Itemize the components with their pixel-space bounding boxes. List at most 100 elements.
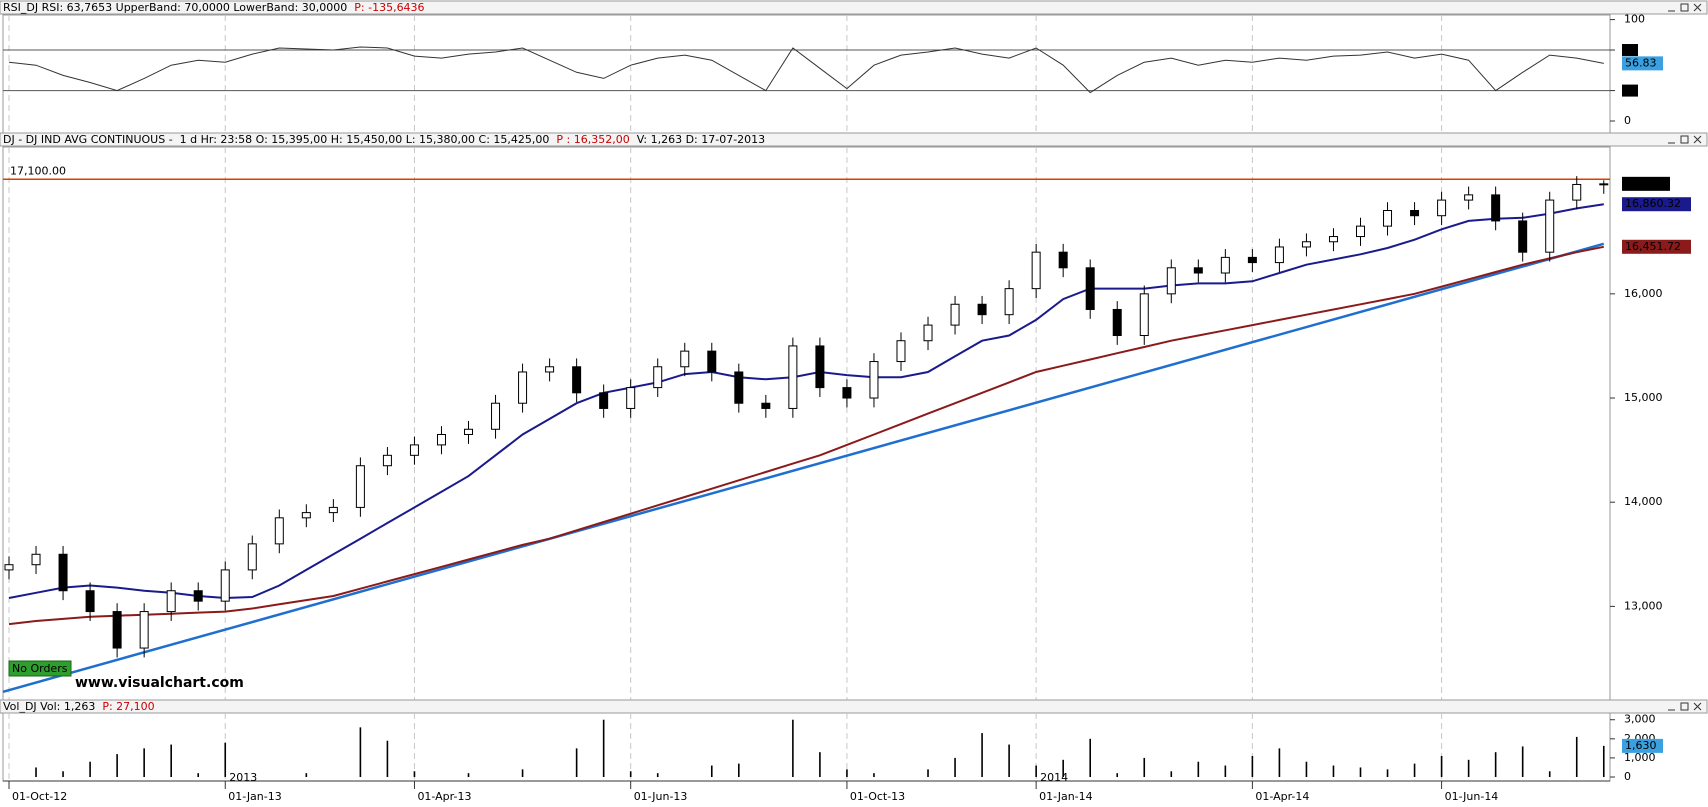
- candle-body: [1004, 288, 1014, 316]
- volume-bar: [1062, 759, 1064, 777]
- last-value-label: 16,451.72: [1625, 240, 1681, 253]
- year-label: 2014: [1040, 771, 1068, 784]
- last-value-label: 1,630: [1625, 739, 1657, 752]
- candle-body: [788, 345, 798, 409]
- candle-body: [58, 553, 68, 592]
- watermark: www.visualchart.com: [75, 675, 244, 691]
- volume-bar: [1251, 756, 1254, 777]
- candle-body: [977, 303, 987, 316]
- volume-bar: [1035, 765, 1037, 777]
- x-tick-label: 01-Apr-14: [1255, 790, 1309, 803]
- panel-header: [0, 699, 1708, 714]
- volume-bar: [629, 771, 632, 777]
- candle-body: [31, 553, 41, 566]
- volume-bar: [873, 773, 875, 777]
- candle-body: [1220, 256, 1230, 274]
- last-value-label: 16,860.32: [1625, 197, 1681, 210]
- volume-bar: [981, 733, 983, 777]
- candle-body: [734, 371, 744, 404]
- candle-body: [355, 465, 365, 508]
- volume-bar: [1521, 746, 1524, 777]
- candle-body: [1437, 199, 1447, 217]
- trend-line: [2, 242, 1605, 693]
- candle-body: [1545, 199, 1555, 253]
- header-segment: V: 1,263 D: 17-07-2013: [637, 133, 765, 146]
- volume-bar: [1494, 752, 1497, 777]
- header-segment: RSI_DJ RSI: 63,7653 UpperBand: 70,0000 L…: [3, 1, 347, 14]
- candle-body: [139, 611, 149, 649]
- x-tick-label: 01-Apr-13: [417, 790, 471, 803]
- candle-body: [1518, 220, 1528, 253]
- volume-bar: [710, 765, 713, 777]
- candle-body: [1247, 256, 1257, 264]
- header-segment: P: 27,100: [102, 700, 154, 713]
- candle-body: [842, 387, 852, 399]
- volume-bar: [413, 771, 416, 777]
- year-label: 2013: [229, 771, 257, 784]
- header-segment: P: -135,6436: [354, 1, 424, 14]
- maximize-button: [1680, 3, 1689, 12]
- candle-body: [4, 564, 14, 571]
- volume-bar: [386, 740, 389, 777]
- x-tick-label: 01-Jun-13: [634, 790, 688, 803]
- candle-body: [626, 387, 636, 409]
- volume-bar: [602, 719, 605, 777]
- last-value-box: [1622, 738, 1663, 753]
- candle-body: [193, 590, 203, 602]
- candle-body: [1464, 194, 1474, 201]
- x-tick-label: 01-Jun-14: [1445, 790, 1499, 803]
- y-tick-label: 0: [1624, 770, 1631, 783]
- candle-body: [220, 569, 230, 602]
- volume-bar: [1008, 744, 1010, 777]
- candle-body: [950, 303, 960, 326]
- panel-header-text: DJ - DJ IND AVG CONTINUOUS - 1 d Hr: 23:…: [3, 133, 765, 146]
- order-badge-box: [8, 660, 72, 677]
- volume-bar: [359, 727, 362, 777]
- last-value-box: [1622, 56, 1663, 71]
- volume-bar: [1197, 761, 1200, 777]
- candle-body: [680, 350, 690, 368]
- candle-body: [761, 402, 771, 409]
- volume-bar: [62, 771, 64, 777]
- series-line: [8, 46, 1604, 94]
- candle-body: [1572, 183, 1582, 201]
- candle-body: [1031, 251, 1041, 290]
- x-tick-label: 01-Oct-13: [850, 790, 905, 803]
- volume-bar: [116, 754, 118, 777]
- last-value-label: 56.83: [1625, 56, 1657, 69]
- volume-bar: [927, 769, 929, 777]
- candle-body: [1383, 210, 1393, 227]
- panel-header-text: RSI_DJ RSI: 63,7653 UpperBand: 70,0000 L…: [3, 1, 425, 14]
- candle-body: [869, 361, 879, 399]
- volume-bar: [1116, 773, 1119, 777]
- candle-body: [1112, 308, 1122, 337]
- band-tick-box: [1622, 84, 1638, 97]
- volume-bar: [1332, 765, 1335, 777]
- volume-bar: [1413, 763, 1416, 777]
- y-tick-label: 1,000: [1624, 751, 1656, 764]
- y-tick-label: 70: [1624, 43, 1638, 56]
- candle-body: [301, 512, 311, 519]
- header-segment: P : 16,352,00: [556, 133, 629, 146]
- candle-body: [1491, 194, 1501, 222]
- volume-bar: [1278, 748, 1281, 777]
- header-segment: DJ - DJ IND AVG CONTINUOUS - 1 d Hr: 23:…: [3, 133, 549, 146]
- y-tick-label: 16,000: [1624, 287, 1663, 300]
- candle-body: [1410, 210, 1420, 217]
- volume-bar: [1548, 771, 1551, 777]
- volume-bar: [1143, 757, 1146, 777]
- close-button: [1693, 702, 1702, 711]
- candle-body: [112, 611, 122, 649]
- volume-bar: [1440, 756, 1443, 777]
- candle-body: [1599, 183, 1609, 186]
- candle-body: [1356, 225, 1365, 238]
- candle-body: [707, 350, 717, 373]
- panel-header: [0, 132, 1708, 147]
- candle-body: [572, 366, 582, 394]
- candle-body: [85, 590, 95, 613]
- candle-body: [382, 454, 392, 467]
- volume-bar: [846, 769, 848, 777]
- volume-bar: [738, 763, 740, 777]
- last-value-box: [1622, 197, 1691, 212]
